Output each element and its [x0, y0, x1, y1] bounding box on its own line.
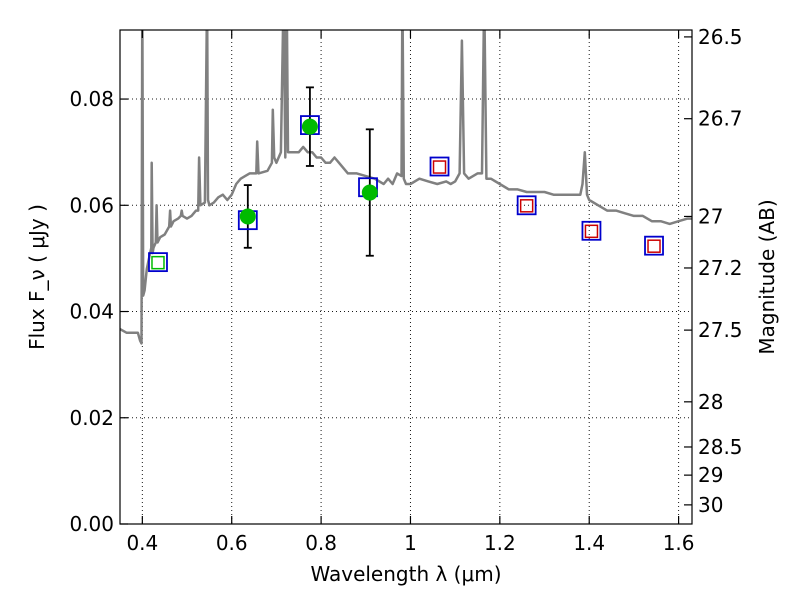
- x-tick-label: 1: [404, 531, 417, 555]
- model-photometry-box: [148, 252, 168, 273]
- y-right-tick-label: 27.2: [698, 256, 743, 280]
- model-photometry-box: [516, 195, 537, 216]
- green-square-point: [151, 255, 165, 270]
- y-tick-label: 0.04: [69, 300, 114, 324]
- y-right-tick-label: 26.5: [698, 25, 743, 49]
- plot-area: [120, 30, 692, 345]
- model-photometry-box: [644, 235, 664, 256]
- y-right-tick-label: 28.5: [698, 435, 743, 459]
- plot-frame: [119, 29, 693, 525]
- y-right-tick-label: 29: [698, 463, 723, 487]
- model-photometry-box: [581, 220, 602, 241]
- y-right-tick-label: 27.5: [698, 318, 743, 342]
- x-axis-label: Wavelength λ (μm): [310, 562, 501, 586]
- red-square-point: [584, 224, 599, 239]
- y-right-tick-label: 30: [698, 493, 723, 517]
- y-tick-label: 0.02: [69, 406, 114, 430]
- red-square-point: [432, 160, 447, 174]
- x-tick-label: 0.6: [216, 531, 248, 555]
- x-tick-label: 1.4: [573, 531, 605, 555]
- observed-point: [301, 118, 318, 135]
- y-tick-label: 0.06: [69, 193, 114, 217]
- red-square-point: [647, 239, 661, 253]
- tick-labels: 0.4 0.6 0.8 1 1.2 1.4 1.6 0.00 0.02 0.04 0.06 0.08 2…: [69, 25, 742, 555]
- sed-model-line: [120, 30, 692, 345]
- y-right-tick-label: 28: [698, 390, 723, 414]
- x-tick-label: 0.8: [305, 531, 337, 555]
- observed-point: [239, 208, 256, 225]
- observed-point: [361, 184, 378, 201]
- y-axis-label: Flux F_ν ( μJy ): [25, 204, 49, 350]
- y-tick-label: 0.00: [69, 512, 114, 536]
- red-square-point: [519, 199, 534, 213]
- y-right-axis-label: Magnitude (AB): [755, 199, 779, 354]
- y-tick-label: 0.08: [69, 87, 114, 111]
- x-tick-label: 0.4: [126, 531, 158, 555]
- axis-ticks: [120, 30, 692, 525]
- x-tick-label: 1.6: [663, 531, 695, 555]
- model-photometry-box: [429, 156, 450, 177]
- x-tick-label: 1.2: [484, 531, 516, 555]
- y-right-tick-label: 27: [698, 204, 723, 228]
- y-right-tick-label: 26.7: [698, 107, 743, 131]
